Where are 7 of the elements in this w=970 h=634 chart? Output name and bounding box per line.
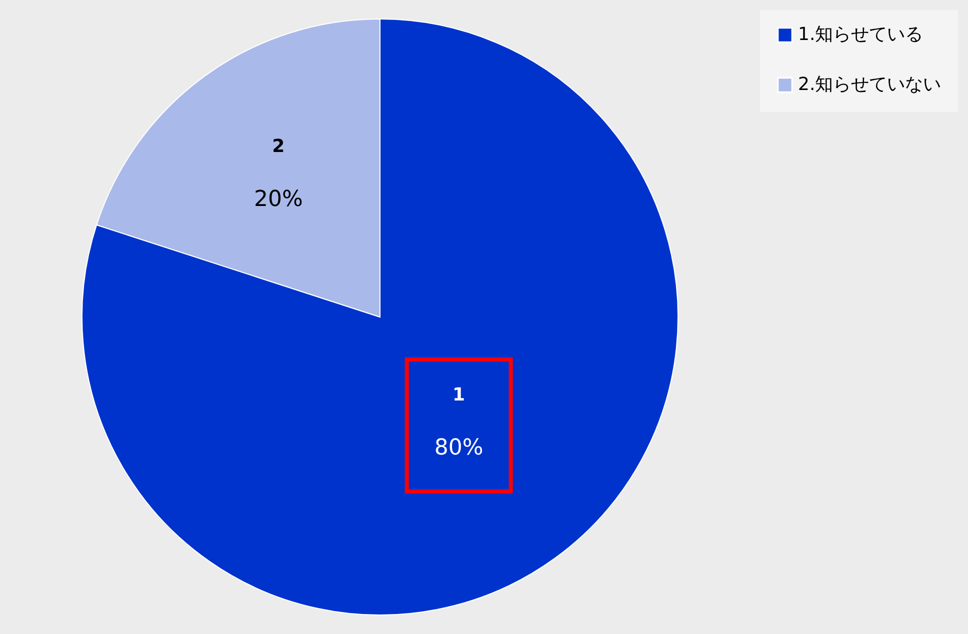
data-label: 20%: [254, 187, 303, 212]
text: 2: [272, 136, 285, 158]
legend-label: 1.知らせている: [798, 24, 924, 45]
pie-slice: [82, 18, 678, 616]
data-label: 80%: [434, 435, 484, 460]
legend-label: 2.知らせていない: [798, 74, 942, 95]
text: 1: [452, 384, 466, 406]
